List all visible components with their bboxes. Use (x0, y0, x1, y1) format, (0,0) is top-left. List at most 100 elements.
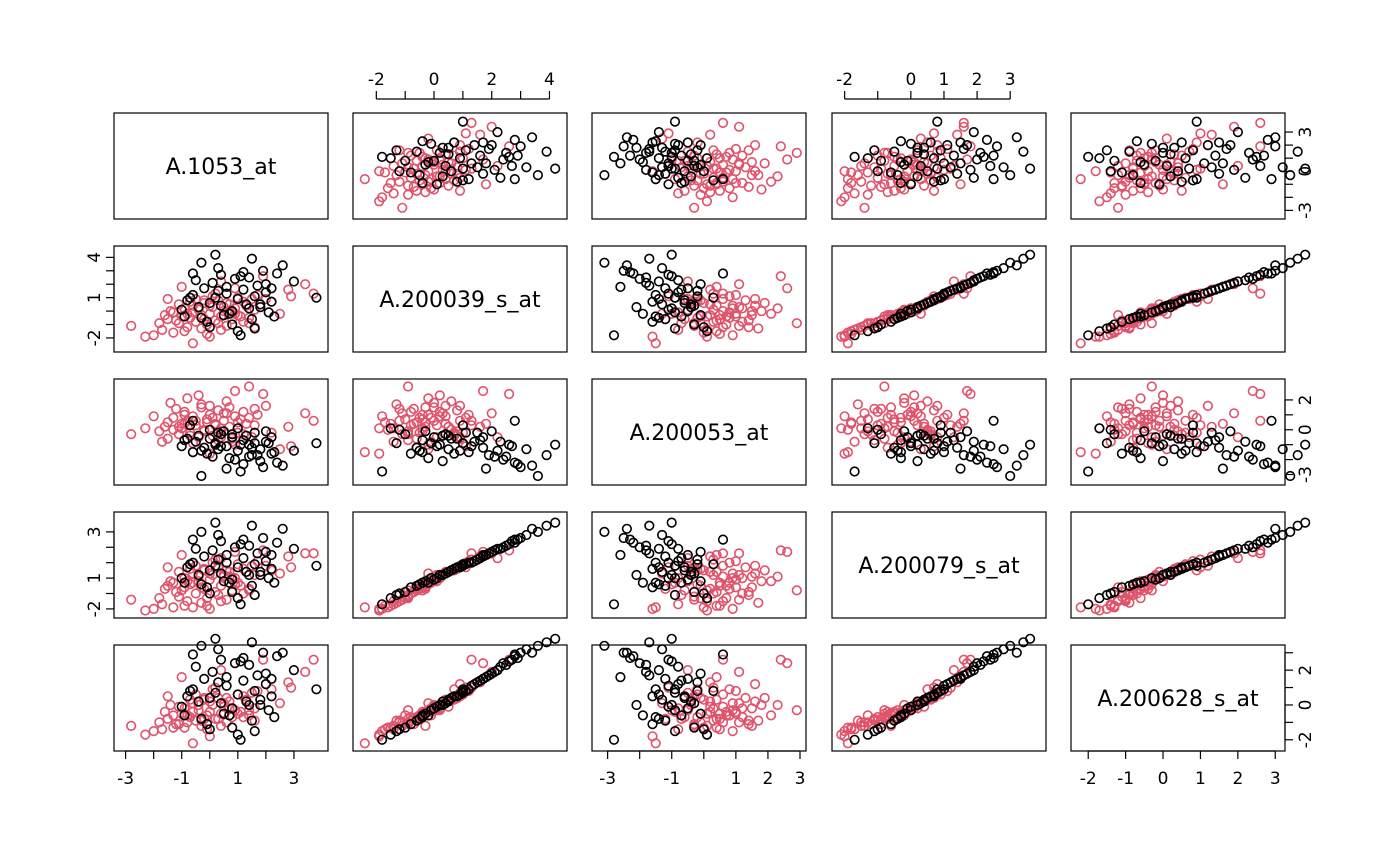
data-point (1217, 158, 1228, 169)
data-point (650, 289, 661, 301)
data-point (772, 571, 783, 582)
data-point (714, 328, 725, 340)
data-point (791, 318, 802, 329)
data-point (1300, 517, 1311, 528)
data-point (221, 281, 232, 293)
data-point (182, 393, 193, 404)
data-point (266, 296, 277, 307)
data-point (478, 137, 489, 148)
data-point (746, 703, 758, 714)
data-point (431, 441, 443, 452)
data-point (437, 456, 448, 467)
data-point (408, 181, 419, 192)
data-point (981, 134, 993, 145)
data-point (698, 724, 709, 735)
data-point (249, 304, 260, 315)
data-point (885, 718, 897, 730)
data-point (207, 451, 218, 462)
data-point (698, 322, 709, 333)
data-point (1228, 408, 1240, 419)
data-point (385, 592, 396, 604)
data-point (743, 322, 754, 333)
data-point (711, 694, 722, 705)
data-point (266, 549, 277, 561)
data-point (492, 127, 503, 138)
data-point (550, 163, 561, 174)
data-point (1146, 572, 1157, 584)
data-point (912, 420, 923, 431)
data-point (238, 284, 249, 295)
data-point (423, 133, 434, 144)
data-point (737, 572, 748, 584)
data-point (300, 548, 311, 559)
data-point (221, 680, 232, 691)
data-point (506, 160, 518, 172)
data-point (692, 137, 703, 148)
data-point (227, 586, 238, 598)
data-point (1169, 418, 1180, 429)
data-point (669, 725, 681, 737)
data-point (872, 724, 883, 735)
data-point (958, 121, 969, 132)
tick-label: 3 (795, 769, 806, 789)
data-point (457, 116, 469, 127)
data-point (229, 658, 241, 669)
data-point (682, 549, 693, 561)
data-point (196, 640, 207, 651)
data-point (379, 724, 391, 735)
data-point (782, 546, 793, 558)
data-point (1176, 295, 1187, 306)
data-point (717, 293, 729, 305)
data-point (1075, 447, 1086, 458)
data-point (213, 263, 224, 274)
data-point (689, 155, 700, 166)
data-point (221, 396, 232, 407)
data-point (190, 661, 201, 672)
data-point (676, 589, 687, 601)
data-point (885, 448, 897, 459)
panel-frame (831, 378, 1047, 486)
data-point (895, 157, 907, 168)
data-point (656, 162, 668, 173)
data-point (204, 424, 215, 435)
data-point (509, 649, 520, 660)
data-point (480, 463, 492, 474)
data-point (1005, 640, 1016, 651)
data-point (711, 149, 722, 160)
data-point (1135, 435, 1146, 446)
data-point (746, 157, 758, 168)
data-point (912, 696, 923, 707)
data-point (1005, 470, 1016, 482)
data-point (631, 302, 642, 313)
data-point (711, 315, 722, 326)
data-point (968, 276, 979, 287)
data-point (961, 385, 973, 397)
data-point (283, 421, 294, 432)
data-point (1094, 331, 1105, 342)
data-point (653, 276, 665, 287)
data-point (782, 154, 793, 165)
data-point (475, 421, 486, 432)
data-point (714, 708, 725, 719)
data-point (733, 666, 745, 678)
data-point (660, 580, 671, 591)
data-point (460, 128, 471, 139)
data-point (862, 423, 873, 434)
data-point (961, 140, 973, 151)
data-point (466, 117, 477, 128)
data-point (1202, 140, 1213, 151)
data-point (213, 318, 224, 329)
data-point (759, 565, 770, 576)
data-point (452, 562, 463, 573)
data-point (235, 734, 246, 745)
data-point (274, 698, 286, 709)
data-point (756, 184, 767, 195)
data-point (1240, 172, 1251, 183)
data-point (836, 729, 847, 740)
data-point (541, 450, 552, 461)
data-point (791, 147, 802, 158)
data-point (615, 549, 626, 561)
data-point (676, 177, 687, 189)
data-point (241, 299, 252, 310)
data-point (839, 411, 850, 422)
